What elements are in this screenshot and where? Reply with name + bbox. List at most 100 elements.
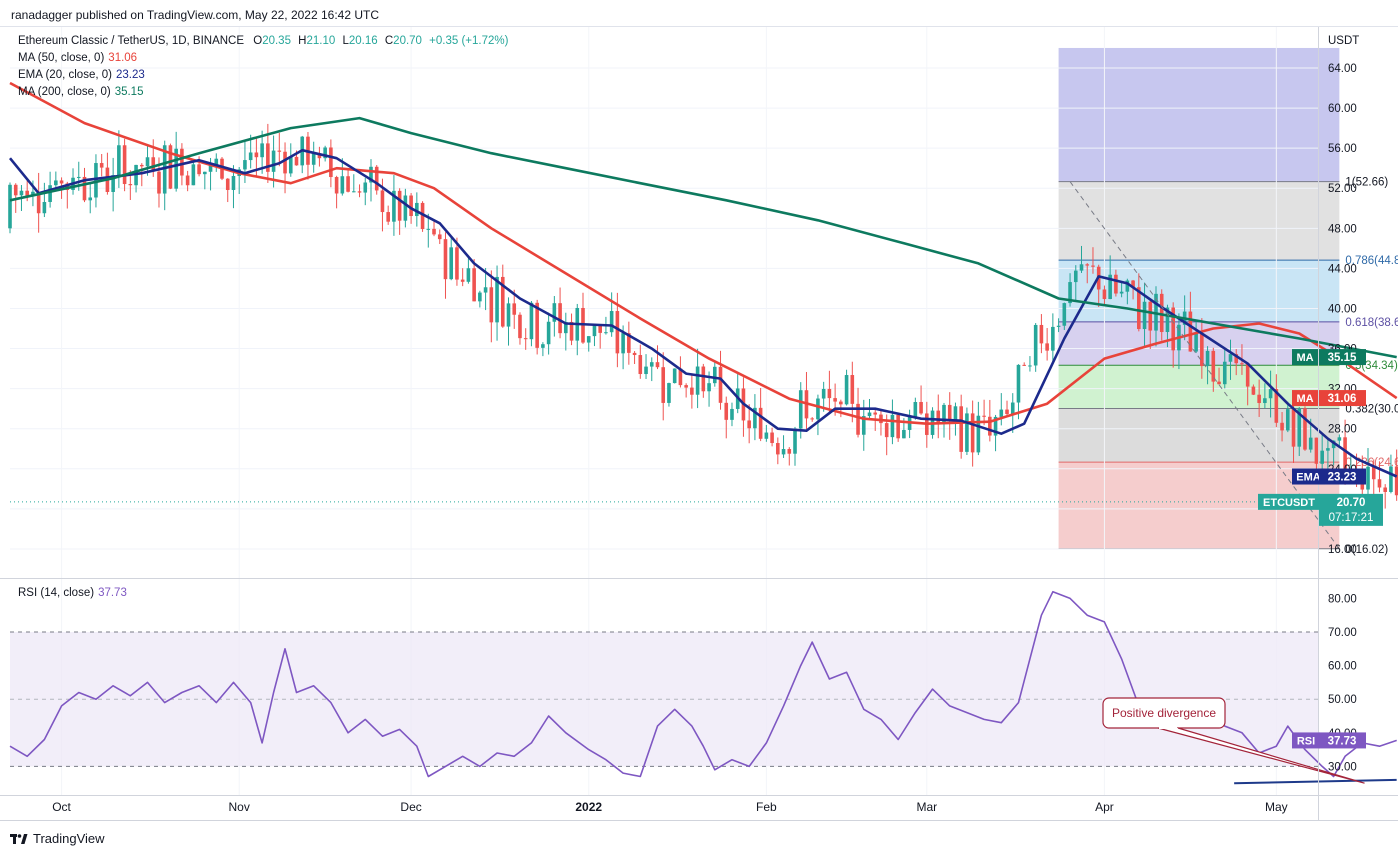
candle-body bbox=[266, 143, 270, 172]
rsi-band bbox=[10, 631, 1318, 767]
candle-body bbox=[947, 404, 952, 421]
candle-body bbox=[558, 303, 562, 334]
candle-body bbox=[541, 344, 545, 348]
candle-body bbox=[460, 279, 465, 282]
candle-body bbox=[1308, 437, 1313, 450]
time-tick-label: Oct bbox=[52, 800, 71, 814]
candle-body bbox=[919, 402, 923, 414]
price-tick-label: 44.00 bbox=[1328, 263, 1357, 275]
tradingview-wordmark: TradingView bbox=[33, 831, 105, 846]
change-value: +0.35 (+1.72%) bbox=[429, 35, 509, 47]
candle-body bbox=[552, 303, 557, 322]
time-tick-label: Dec bbox=[400, 800, 421, 814]
annotations[interactable]: Positive divergence bbox=[1069, 181, 1397, 785]
tradingview-branding[interactable]: TradingView bbox=[10, 831, 105, 846]
candle-body bbox=[965, 413, 969, 452]
candle-body bbox=[19, 190, 24, 196]
candle-body bbox=[776, 443, 780, 455]
candle-body bbox=[913, 402, 918, 417]
candle-body bbox=[1039, 324, 1044, 344]
candle-body bbox=[1377, 479, 1382, 488]
current-price-value: 20.70 bbox=[1337, 497, 1366, 509]
price-tags: MA 35.15 MA 31.06 EMA 23.23 ETCUSDT 20.70 07:17:… bbox=[1258, 349, 1383, 749]
candle-body bbox=[1205, 350, 1210, 367]
ma200-label: MA (200, close, 0) bbox=[18, 86, 111, 98]
ema20-price-tag-value-bg bbox=[1319, 468, 1366, 485]
candle-body bbox=[982, 415, 986, 417]
ema20-line bbox=[8, 148, 1398, 478]
candle-body bbox=[1010, 402, 1015, 415]
candle-body bbox=[512, 303, 517, 315]
candle-body bbox=[718, 366, 723, 403]
candle-body bbox=[798, 390, 803, 429]
candle-body bbox=[483, 287, 488, 293]
symbol-legend[interactable]: Ethereum Classic / TetherUS, 1D, BINANCE… bbox=[18, 35, 508, 47]
candle-body bbox=[437, 234, 442, 240]
candle-body bbox=[1171, 307, 1175, 351]
candle-body bbox=[357, 191, 362, 193]
time-tick-label: May bbox=[1265, 800, 1288, 814]
candle-body bbox=[1165, 307, 1170, 333]
rsi-label: RSI (14, close) bbox=[18, 587, 95, 599]
candle-body bbox=[902, 429, 906, 439]
ma200-value: 35.15 bbox=[114, 86, 144, 98]
candle-body bbox=[162, 145, 167, 194]
candle-body bbox=[564, 321, 568, 334]
rsi-tick-label: 60.00 bbox=[1328, 661, 1357, 673]
candle-body bbox=[392, 190, 396, 222]
candle-body bbox=[1263, 398, 1267, 404]
candle-body bbox=[1028, 365, 1032, 367]
ema20-legend[interactable]: EMA (20, close, 0) 23.23 bbox=[18, 69, 145, 81]
candle-body bbox=[529, 302, 534, 340]
divergence-callout-text: Positive divergence bbox=[1112, 706, 1216, 720]
candle-body bbox=[1142, 301, 1147, 330]
candle-body bbox=[1217, 381, 1221, 385]
candle-body bbox=[180, 148, 184, 176]
ema20-price-tag-label-bg bbox=[1292, 468, 1325, 485]
candle-body bbox=[111, 175, 115, 192]
candle-body bbox=[151, 157, 156, 172]
bar-countdown: 07:17:21 bbox=[1329, 512, 1374, 524]
candle-body bbox=[426, 228, 431, 230]
tradingview-logo-icon bbox=[10, 833, 28, 845]
candle-body bbox=[1211, 350, 1216, 382]
candle-body bbox=[523, 338, 528, 340]
candle-body bbox=[1005, 409, 1009, 415]
candle-body bbox=[1119, 291, 1124, 294]
candle-body bbox=[1268, 389, 1273, 399]
ma200-legend[interactable]: MA (200, close, 0) 35.15 bbox=[18, 86, 143, 98]
candle-body bbox=[1114, 274, 1118, 294]
candle-body bbox=[1085, 264, 1090, 266]
time-tick-label: Feb bbox=[756, 800, 777, 814]
candle-body bbox=[1200, 333, 1204, 367]
candle-body bbox=[988, 416, 992, 436]
candle-body bbox=[586, 336, 591, 343]
candle-body bbox=[1285, 409, 1290, 431]
candle-body bbox=[36, 191, 41, 214]
candle-body bbox=[82, 176, 87, 201]
candle-body bbox=[340, 176, 345, 194]
ma50-label: MA (50, close, 0) bbox=[18, 52, 105, 64]
candle-body bbox=[363, 182, 368, 193]
ma50-legend[interactable]: MA (50, close, 0) 31.06 bbox=[18, 52, 137, 64]
symbol-name: Ethereum Classic / TetherUS, 1D, BINANCE bbox=[18, 35, 245, 47]
candle-body bbox=[993, 416, 998, 436]
candle-body bbox=[1108, 274, 1112, 300]
candle-body bbox=[609, 311, 614, 333]
ma50-price-tag-value-bg bbox=[1319, 390, 1366, 407]
candle-body bbox=[472, 268, 476, 302]
candle-body bbox=[432, 228, 436, 235]
candle-body bbox=[833, 398, 837, 402]
candle-body bbox=[1326, 448, 1330, 451]
rsi-legend[interactable]: RSI (14, close) 37.73 bbox=[18, 587, 127, 599]
candle-body bbox=[449, 247, 454, 280]
candle-body bbox=[712, 366, 717, 384]
ma200-price-tag-label-bg bbox=[1292, 349, 1318, 366]
candle-body bbox=[1389, 466, 1393, 492]
ma50-price-tag: MA 31.06 bbox=[1292, 390, 1366, 407]
candle-body bbox=[1240, 363, 1244, 365]
candle-body bbox=[638, 355, 643, 375]
rsi-price-tag: RSI 37.73 bbox=[1292, 732, 1366, 749]
